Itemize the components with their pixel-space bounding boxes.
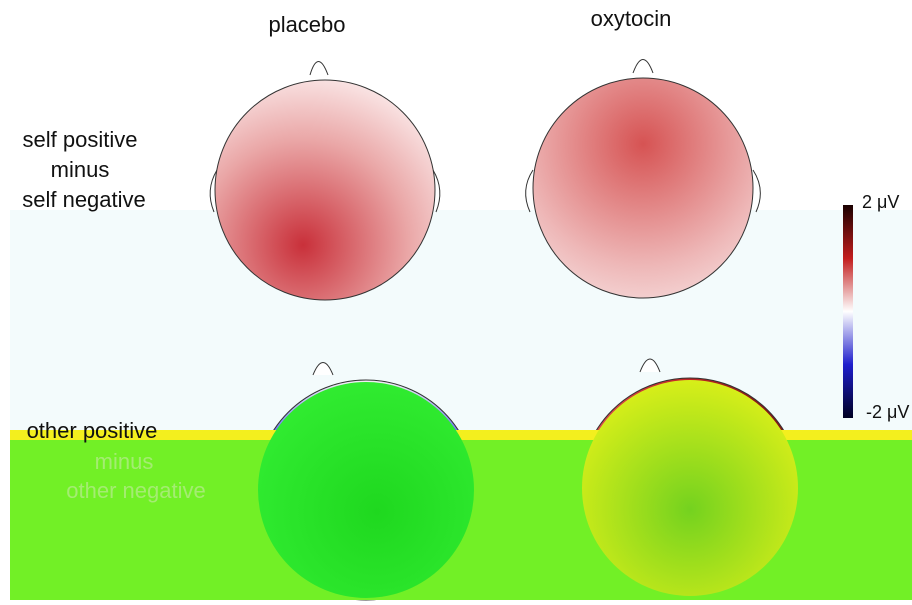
head [209, 61, 441, 301]
head-glitched [258, 382, 474, 598]
glitch-band [10, 210, 912, 432]
column-title: placebo [268, 12, 345, 37]
colorbar [843, 205, 853, 418]
glitch-stripe [10, 430, 912, 440]
column-title: oxytocin [591, 6, 672, 31]
row-label: self negative [22, 187, 146, 212]
row-label: minus [95, 449, 154, 474]
head [525, 59, 761, 299]
colorbar-min-label: -2 μV [866, 402, 909, 422]
row-label: other negative [66, 478, 205, 503]
row-label: minus [51, 157, 110, 182]
row-label: other positive [27, 418, 158, 443]
head-glitched [582, 380, 798, 596]
colorbar-max-label: 2 μV [862, 192, 899, 212]
row-label: self positive [23, 127, 138, 152]
